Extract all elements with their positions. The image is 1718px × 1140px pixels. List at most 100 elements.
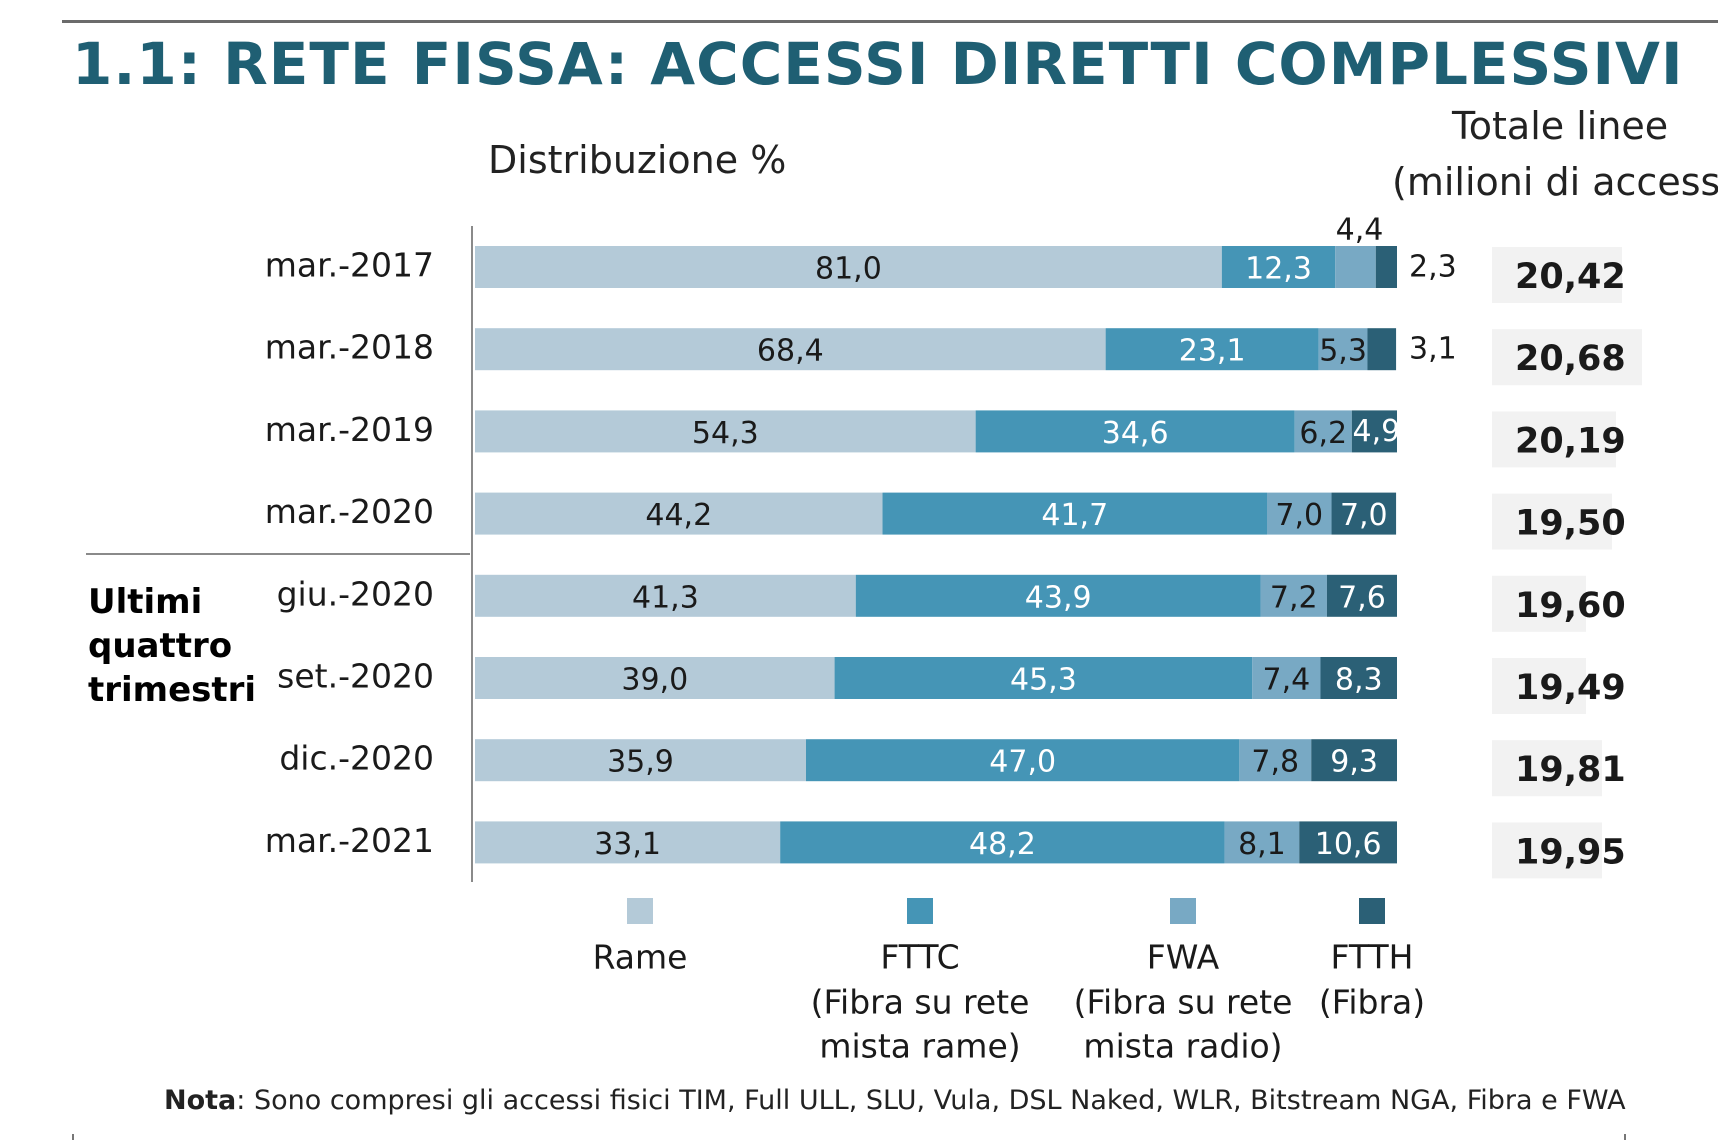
total-value: 19,95 (1515, 832, 1626, 872)
data-label-rame: 35,9 (607, 745, 674, 780)
bar-segment-ftth (1331, 492, 1397, 535)
bottom-tick (72, 1134, 74, 1140)
total-value: 19,50 (1515, 504, 1626, 544)
bottom-tick (1624, 1134, 1626, 1140)
page-title: 1.1: RETE FISSA: ACCESSI DIRETTI COMPLES… (72, 30, 1684, 98)
total-box (1492, 658, 1586, 714)
data-label-fttc: 23,1 (1179, 334, 1246, 369)
category-label: set.-2020 (277, 657, 434, 696)
data-label-ftth: 9,3 (1330, 745, 1378, 780)
bar-segment-fwa (1252, 657, 1321, 699)
bar-segment-fwa (1260, 574, 1327, 617)
data-label-ftth: 3,1 (1409, 332, 1457, 367)
legend-swatch-fttc (907, 898, 933, 924)
data-label-rame: 81,0 (815, 252, 882, 287)
data-label-ftth: 4,9 (1353, 414, 1401, 449)
data-label-fttc: 48,2 (969, 827, 1036, 862)
data-label-rame: 39,0 (621, 663, 688, 698)
totals-heading-line2: (milioni di accessi (1392, 160, 1718, 204)
bar-segment-fwa (1266, 492, 1332, 535)
total-value: 19,81 (1515, 750, 1626, 790)
bar-segment-fwa (1294, 410, 1352, 453)
category-label: mar.-2020 (265, 492, 434, 531)
data-label-fwa: 7,0 (1275, 498, 1323, 533)
data-label-fttc: 41,7 (1041, 498, 1108, 533)
data-label-fwa: 5,3 (1319, 334, 1367, 369)
bar-segment-ftth (1367, 328, 1397, 371)
category-label: giu.-2020 (277, 574, 434, 613)
bar-segment-fttc (805, 739, 1240, 782)
bar-segment-rame (475, 246, 1222, 288)
chart-subtitle: Distribuzione % (488, 138, 787, 182)
bar-segment-fwa (1318, 328, 1368, 371)
data-label-rame: 41,3 (632, 580, 699, 615)
footnote: Nota: Sono compresi gli accessi fisici T… (164, 1085, 1626, 1116)
total-box (1492, 493, 1612, 550)
legend-label: FWA (1147, 938, 1220, 977)
data-label-fwa: 8,1 (1238, 827, 1286, 862)
data-label-rame: 33,1 (594, 827, 661, 862)
total-value: 20,68 (1515, 339, 1626, 379)
legend-swatch-ftth (1359, 898, 1385, 924)
legend-swatch-fwa (1170, 898, 1196, 924)
bar-segment-rame (475, 739, 806, 782)
footnote-label: Nota (164, 1085, 237, 1116)
data-label-fttc: 34,6 (1102, 416, 1169, 451)
category-label: mar.-2018 (265, 328, 434, 367)
data-label-rame: 68,4 (757, 334, 824, 369)
bar-segment-fwa (1335, 246, 1376, 288)
bar-segment-fttc (1221, 246, 1336, 288)
legend-label: (Fibra su rete (1074, 983, 1293, 1022)
total-value: 20,19 (1515, 421, 1626, 461)
data-label-rame: 44,2 (645, 498, 712, 533)
bar-segment-fttc (834, 657, 1253, 699)
legend-swatch-rame (627, 898, 653, 924)
total-value: 19,60 (1515, 586, 1626, 626)
bar-segment-rame (475, 657, 835, 699)
legend-label: (Fibra su rete (811, 983, 1030, 1022)
bar-segment-rame (475, 492, 883, 535)
data-label-fttc: 43,9 (1025, 580, 1092, 615)
legend-label: mista radio) (1083, 1027, 1282, 1066)
group-label-line: Ultimi (88, 582, 203, 622)
total-box (1492, 575, 1586, 632)
legend-label: (Fibra) (1319, 983, 1425, 1022)
data-label-ftth: 2,3 (1409, 250, 1457, 285)
category-label: dic.-2020 (279, 739, 434, 778)
bar-segment-fttc (855, 574, 1261, 617)
category-label: mar.-2017 (265, 246, 434, 285)
total-box (1492, 822, 1602, 879)
bar-segment-fttc (1105, 328, 1319, 371)
data-label-fttc: 12,3 (1245, 252, 1312, 287)
bar-segment-rame (475, 821, 781, 864)
bar-segment-ftth (1311, 739, 1397, 782)
category-label: mar.-2021 (265, 821, 434, 860)
data-label-fwa: 6,2 (1299, 416, 1347, 451)
bar-segment-rame (475, 574, 856, 617)
legend-label: mista rame) (819, 1027, 1020, 1066)
legend-label: FTTH (1331, 938, 1414, 977)
data-label-ftth: 7,6 (1338, 580, 1386, 615)
total-box (1492, 247, 1622, 303)
total-box (1492, 411, 1616, 468)
total-box (1492, 329, 1642, 386)
data-label-fwa: 7,8 (1251, 745, 1299, 780)
legend-label: Rame (593, 938, 688, 977)
totals-heading-line1: Totale linee (1452, 104, 1669, 148)
data-label-fwa: 7,2 (1270, 580, 1318, 615)
data-label-ftth: 7,0 (1340, 498, 1388, 533)
bar-segment-rame (475, 328, 1106, 371)
category-label: mar.-2019 (265, 410, 434, 449)
bar-segment-fttc (975, 410, 1295, 453)
data-label-ftth: 8,3 (1335, 663, 1383, 698)
data-label-fwa: 4,4 (1336, 213, 1384, 248)
bar-segment-fttc (882, 492, 1267, 535)
bar-segment-ftth (1375, 246, 1397, 288)
data-label-ftth: 10,6 (1315, 827, 1382, 862)
bar-segment-ftth (1351, 410, 1397, 453)
group-label-line: quattro (88, 626, 233, 666)
bar-segment-ftth (1320, 657, 1397, 699)
bar-segment-fttc (780, 821, 1225, 864)
top-rule (62, 20, 1718, 23)
data-label-fwa: 7,4 (1263, 663, 1311, 698)
